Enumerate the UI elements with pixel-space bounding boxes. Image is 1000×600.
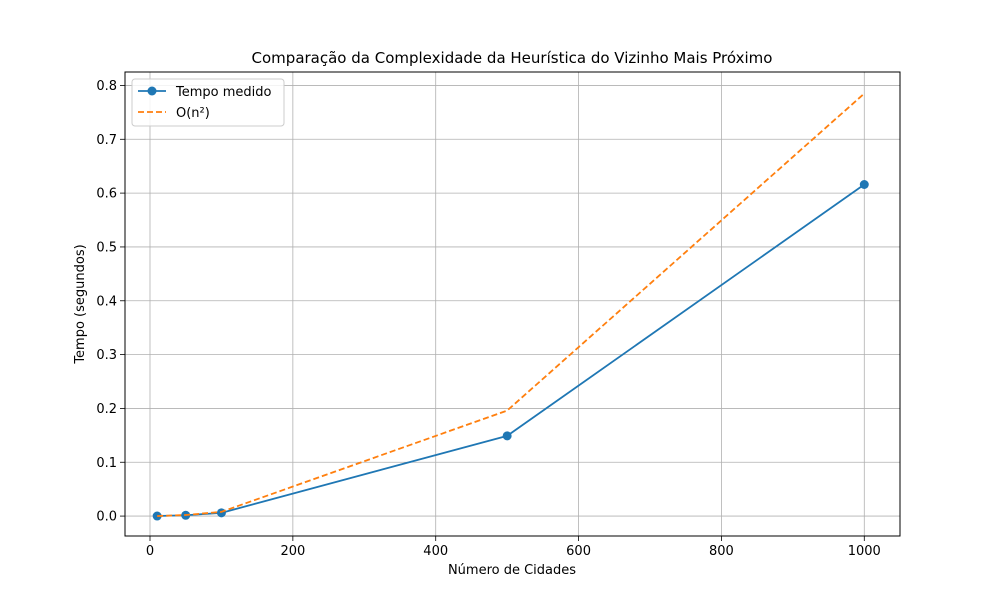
data-point-tempo-medido (216, 508, 226, 518)
legend-label-o-n2: O(n²) (176, 106, 210, 121)
legend-marker-tempo-medido (147, 86, 157, 96)
y-tick-label: 0.7 (96, 133, 117, 148)
legend: Tempo medido O(n²) (131, 78, 285, 127)
x-tick-label: 200 (280, 544, 305, 559)
plot-frame (124, 71, 901, 537)
x-tick-label: 800 (709, 544, 734, 559)
y-tick-label: 0.3 (96, 348, 117, 363)
chart-title: Comparação da Complexidade da Heurística… (252, 49, 773, 67)
y-tick-label: 0.5 (96, 240, 117, 255)
y-axis-label: Tempo (segundos) (73, 244, 88, 364)
y-tick-label: 0.4 (96, 294, 117, 309)
data-point-tempo-medido (859, 180, 869, 190)
x-tick-label: 400 (423, 544, 448, 559)
y-tick-label: 0.6 (96, 187, 117, 202)
series-layer (152, 92, 869, 521)
data-point-tempo-medido (502, 431, 512, 441)
y-tick-label: 0.2 (96, 402, 117, 417)
y-tick-label: 0.0 (96, 510, 117, 525)
legend-label-tempo-medido: Tempo medido (175, 85, 272, 100)
grid-lines (125, 72, 900, 536)
x-tick-label: 0 (146, 544, 154, 559)
y-tick-label: 0.1 (96, 456, 117, 471)
x-axis-label: Número de Cidades (448, 563, 576, 578)
axis-ticks: 0 200 400 600 800 1000 0.0 0.1 0.2 0.3 0.4 0.5 0.6 0.… (96, 79, 881, 559)
legend-box (131, 78, 285, 127)
y-tick-label: 0.8 (96, 79, 117, 94)
x-tick-label: 600 (566, 544, 591, 559)
x-tick-label: 1000 (848, 544, 881, 559)
series-line-o-n (157, 92, 865, 517)
